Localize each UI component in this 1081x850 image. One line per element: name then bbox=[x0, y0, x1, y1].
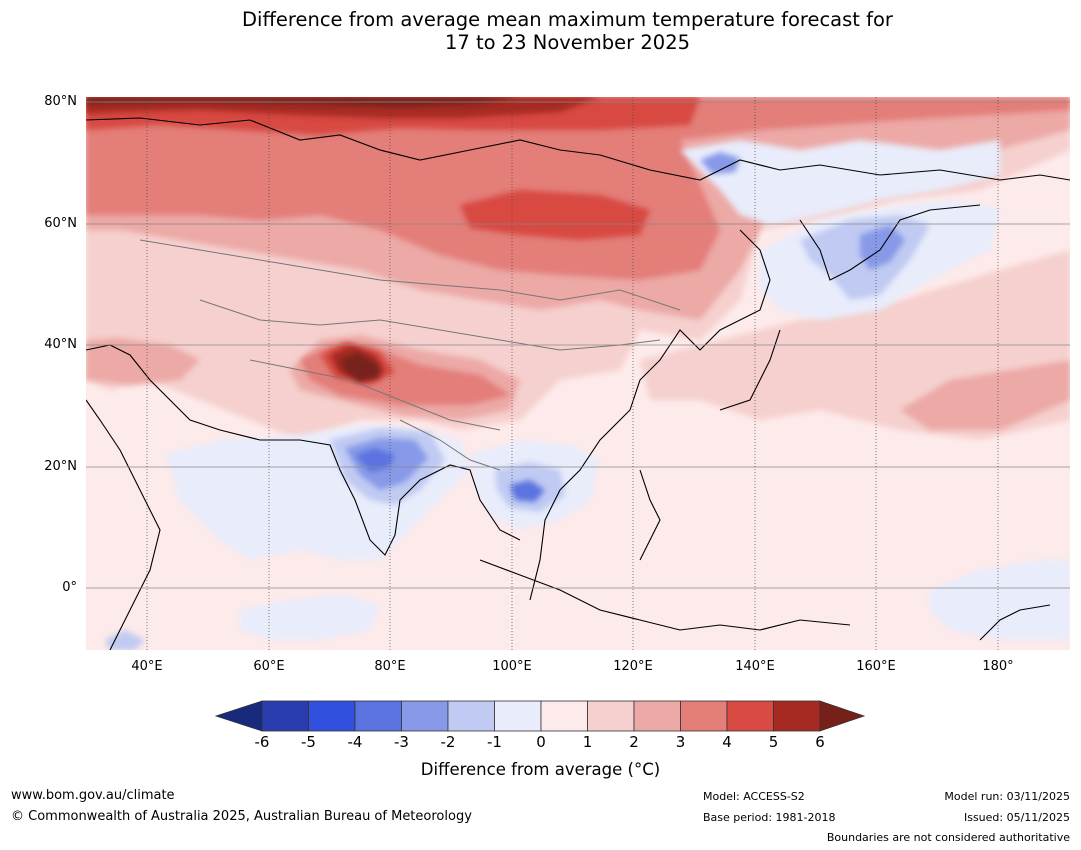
lon-label-160e: 160°E bbox=[856, 659, 896, 674]
colorbar-swatch bbox=[494, 700, 542, 732]
lat-label-80n: 80°N bbox=[44, 94, 77, 109]
colorbar-tick-label: 6 bbox=[815, 733, 825, 751]
colorbar-swatch bbox=[680, 700, 728, 732]
lon-label-120e: 120°E bbox=[613, 659, 653, 674]
coastlines bbox=[86, 117, 1070, 650]
colorbar-tick-label: -5 bbox=[301, 733, 316, 751]
cool-zone-siberia-core bbox=[700, 152, 740, 174]
warm-zone-pacific-2 bbox=[900, 360, 1070, 430]
colorbar-swatch bbox=[540, 700, 588, 732]
lat-label-20n: 20°N bbox=[44, 459, 77, 474]
cool-zone-okhotsk-3 bbox=[860, 225, 905, 270]
lon-label-100e: 100°E bbox=[492, 659, 532, 674]
lon-label-140e: 140°E bbox=[735, 659, 775, 674]
forecast-map bbox=[86, 97, 1070, 650]
colorbar-swatch bbox=[726, 700, 774, 732]
cool-zone-siberia-east bbox=[680, 140, 1000, 225]
warm-zone-karakoram-extreme bbox=[340, 352, 380, 382]
colorbar-tick-label: 4 bbox=[722, 733, 732, 751]
colorbar-tick-label: 2 bbox=[629, 733, 639, 751]
colorbar-tick-label: -6 bbox=[254, 733, 270, 751]
footer-issued: Issued: 05/11/2025 bbox=[963, 811, 1070, 824]
footer-model-run: Model run: 03/11/2025 bbox=[944, 790, 1070, 803]
footer-website[interactable]: www.bom.gov.au/climate bbox=[11, 788, 175, 803]
colorbar-tick-label: 3 bbox=[675, 733, 686, 751]
colorbar-tick-label: 1 bbox=[582, 733, 593, 751]
chart-title: Difference from average mean maximum tem… bbox=[0, 8, 1081, 54]
country-borders bbox=[139, 239, 681, 471]
warm-zone-west-asia bbox=[86, 338, 200, 385]
footer-copyright: © Commonwealth of Australia 2025, Austra… bbox=[11, 809, 472, 824]
colorbar-tick-label: -3 bbox=[394, 733, 409, 751]
colorbar-extend-max bbox=[819, 700, 866, 732]
colorbar-tick-label: 5 bbox=[768, 733, 779, 751]
colorbar-tick-label: -4 bbox=[347, 733, 363, 751]
title-line-1: Difference from average mean maximum tem… bbox=[242, 8, 893, 31]
footer-disclaimer: Boundaries are not considered authoritat… bbox=[826, 831, 1070, 844]
colorbar-swatch bbox=[401, 700, 449, 732]
footer-model: Model: ACCESS-S2 bbox=[703, 790, 805, 803]
lat-label-60n: 60°N bbox=[44, 216, 77, 231]
cool-zone-indian-ocean bbox=[240, 595, 380, 640]
colorbar-swatch bbox=[587, 700, 635, 732]
lon-label-80e: 80°E bbox=[374, 659, 406, 674]
colorbar-tick-label: -2 bbox=[440, 733, 456, 751]
colorbar-tick-label: -1 bbox=[487, 733, 502, 751]
colorbar-swatch bbox=[633, 700, 681, 732]
colorbar-swatch bbox=[773, 700, 821, 732]
warm-zone-siberia-core bbox=[460, 190, 650, 240]
cool-zone-equatorial-pacific bbox=[930, 560, 1070, 640]
lon-label-40e: 40°E bbox=[131, 659, 163, 674]
colorbar-extend-min bbox=[214, 700, 263, 732]
footer-base-period: Base period: 1981-2018 bbox=[703, 811, 836, 824]
lat-label-0: 0° bbox=[62, 580, 77, 595]
colorbar-label: Difference from average (°C) bbox=[420, 760, 661, 779]
cool-zone-india-core bbox=[355, 448, 395, 472]
anomaly-field bbox=[86, 97, 1070, 650]
cool-zone-indochina-core bbox=[510, 480, 545, 502]
lon-label-60e: 60°E bbox=[253, 659, 285, 674]
meridians bbox=[146, 97, 999, 650]
warm-zone-3-4 bbox=[86, 97, 1070, 280]
colorbar-swatch bbox=[308, 700, 356, 732]
colorbar-tick-label: 0 bbox=[536, 733, 546, 751]
colorbar-swatch bbox=[447, 700, 495, 732]
title-line-2: 17 to 23 November 2025 bbox=[444, 31, 691, 54]
cool-zone-east-africa bbox=[105, 630, 145, 650]
graticule bbox=[86, 101, 1070, 589]
colorbar-swatch bbox=[354, 700, 402, 732]
lat-label-40n: 40°N bbox=[44, 337, 77, 352]
lon-label-180: 180° bbox=[982, 659, 1014, 674]
colorbar-swatch bbox=[261, 700, 309, 732]
